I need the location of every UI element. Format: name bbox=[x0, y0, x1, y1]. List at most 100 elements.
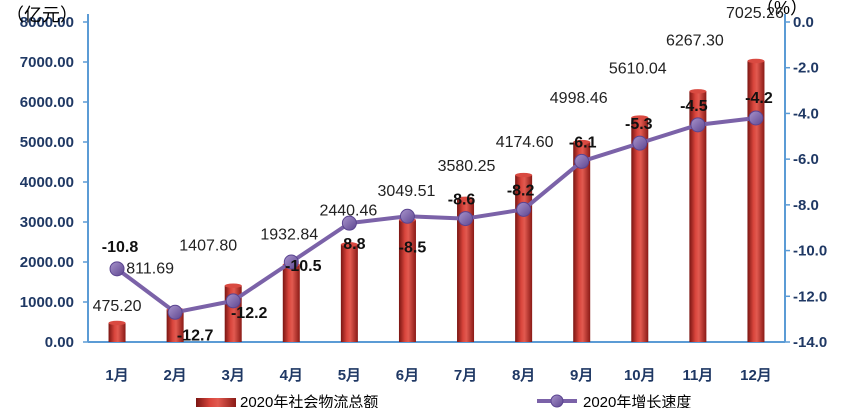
x-tick-label: 2月 bbox=[163, 367, 186, 384]
bar-body bbox=[573, 142, 591, 342]
legend: 2020年社会物流总额 2020年增长速度 bbox=[196, 394, 691, 408]
bar-7 bbox=[457, 196, 475, 342]
x-tick-label: 1月 bbox=[105, 367, 128, 384]
bar-top bbox=[689, 89, 707, 94]
legend-item-line: 2020年增长速度 bbox=[537, 394, 691, 408]
bar-top bbox=[224, 283, 242, 288]
legend-bar-label: 2020年社会物流总额 bbox=[240, 394, 378, 408]
line-value-label-10: -5.3 bbox=[625, 116, 653, 133]
growth-line bbox=[115, 116, 757, 315]
growth-marker-2 bbox=[167, 304, 183, 320]
bar-12 bbox=[747, 58, 765, 343]
left-tick-label: 4000.00 bbox=[20, 174, 74, 191]
right-tick-label: 0.0 bbox=[793, 14, 814, 31]
line-value-labels: -10.8 -12.7 -12.2 -10.5 8.8 -8.5 -8.6 -8.2 -6.1 -… bbox=[102, 90, 773, 344]
right-axis-unit: （%） bbox=[756, 0, 808, 18]
legend-bar-swatch bbox=[196, 398, 236, 407]
line-value-label-7: -8.6 bbox=[448, 192, 476, 209]
line-value-label-9: -6.1 bbox=[569, 134, 597, 151]
growth-marker-1 bbox=[109, 261, 125, 277]
x-tick-label: 12月 bbox=[740, 367, 772, 384]
bar-value-label-9: 4998.46 bbox=[550, 90, 608, 107]
bar-body bbox=[515, 175, 533, 342]
bar-11 bbox=[689, 89, 707, 342]
bar-top bbox=[631, 115, 649, 120]
bar-value-label-8: 4174.60 bbox=[496, 134, 554, 151]
bar-value-label-2: 811.69 bbox=[126, 261, 174, 278]
right-tick-label: -4.0 bbox=[793, 105, 819, 122]
bar-value-label-5: 2440.46 bbox=[319, 202, 377, 219]
growth-marker-9 bbox=[574, 153, 590, 169]
left-tick-label: 5000.00 bbox=[20, 134, 74, 151]
bar-value-label-11: 6267.30 bbox=[666, 32, 724, 49]
bar-value-label-6: 3049.51 bbox=[378, 183, 436, 200]
growth-marker-8 bbox=[516, 201, 532, 217]
growth-marker-7 bbox=[458, 211, 474, 227]
growth-marker-3 bbox=[225, 293, 241, 309]
bar-value-label-10: 5610.04 bbox=[609, 61, 667, 78]
bar-top bbox=[457, 196, 475, 201]
legend-line-marker bbox=[550, 394, 564, 408]
growth-marker-10 bbox=[632, 135, 648, 151]
line-series bbox=[109, 110, 764, 320]
legend-item-bar: 2020年社会物流总额 bbox=[196, 394, 378, 408]
x-tick-label: 4月 bbox=[280, 367, 303, 384]
bar-top bbox=[515, 172, 533, 178]
x-axis: 1月 2月 3月 4月 5月 6月 7月 8月 9月 10月 11月 12月 bbox=[88, 341, 785, 384]
bar-1 bbox=[108, 320, 126, 342]
x-tick-label: 7月 bbox=[454, 367, 477, 384]
left-tick-label: 6000.00 bbox=[20, 94, 74, 111]
x-tick-label: 5月 bbox=[338, 367, 361, 384]
bar-value-label-1: 475.20 bbox=[93, 298, 142, 315]
right-tick-label: -6.0 bbox=[793, 151, 819, 168]
x-tick-label: 6月 bbox=[396, 367, 419, 384]
bar-top bbox=[108, 320, 126, 326]
line-value-label-6: -8.5 bbox=[399, 239, 427, 256]
bar-top bbox=[573, 139, 591, 145]
left-tick-label: 2000.00 bbox=[20, 254, 74, 271]
line-value-label-8: -8.2 bbox=[507, 182, 535, 199]
bar-body bbox=[108, 322, 126, 342]
right-tick-label: -12.0 bbox=[793, 288, 827, 305]
bar-body bbox=[398, 220, 416, 342]
x-tick-label: 8月 bbox=[512, 367, 535, 384]
bar-body bbox=[689, 91, 707, 342]
bar-5 bbox=[340, 242, 358, 342]
right-tick-label: -8.0 bbox=[793, 197, 819, 214]
line-value-label-1: -10.8 bbox=[102, 239, 139, 256]
bar-top bbox=[747, 58, 765, 64]
left-tick-label: 0.00 bbox=[45, 334, 74, 351]
bar-9 bbox=[573, 139, 591, 342]
left-tick-label: 7000.00 bbox=[20, 54, 74, 71]
right-tick-label: -14.0 bbox=[793, 334, 827, 351]
growth-marker-12 bbox=[748, 110, 764, 126]
left-axis-unit: （亿元） bbox=[6, 5, 78, 25]
bar-body bbox=[282, 264, 300, 342]
bar-series bbox=[108, 58, 765, 343]
left-tick-label: 1000.00 bbox=[20, 294, 74, 311]
bar-6 bbox=[398, 217, 416, 342]
line-value-label-5: 8.8 bbox=[343, 236, 365, 253]
x-tick-label: 9月 bbox=[570, 367, 593, 384]
bar-value-label-3: 1407.80 bbox=[179, 238, 237, 255]
x-tick-label: 3月 bbox=[222, 367, 245, 384]
line-value-label-3: -12.2 bbox=[231, 305, 268, 322]
bar-value-label-7: 3580.25 bbox=[438, 158, 496, 175]
bar-top bbox=[340, 242, 358, 247]
left-tick-label: 3000.00 bbox=[20, 214, 74, 231]
growth-marker-5 bbox=[341, 215, 357, 231]
bar-body bbox=[340, 244, 358, 342]
bar-value-label-12: 7025.26 bbox=[726, 5, 784, 22]
bar-body bbox=[747, 60, 765, 343]
line-value-label-2: -12.7 bbox=[177, 327, 214, 344]
growth-marker-6 bbox=[399, 208, 415, 224]
legend-line-label: 2020年增长速度 bbox=[583, 394, 691, 408]
line-value-label-4: -10.5 bbox=[285, 258, 322, 275]
right-tick-label: -10.0 bbox=[793, 243, 827, 260]
left-axis: 0.00 1000.00 2000.00 3000.00 4000.00 5000.00 6… bbox=[6, 5, 89, 351]
growth-marker-4 bbox=[283, 254, 299, 270]
x-tick-label: 10月 bbox=[624, 367, 656, 384]
bar-10 bbox=[631, 115, 649, 343]
bar-value-label-4: 1932.84 bbox=[260, 227, 318, 244]
